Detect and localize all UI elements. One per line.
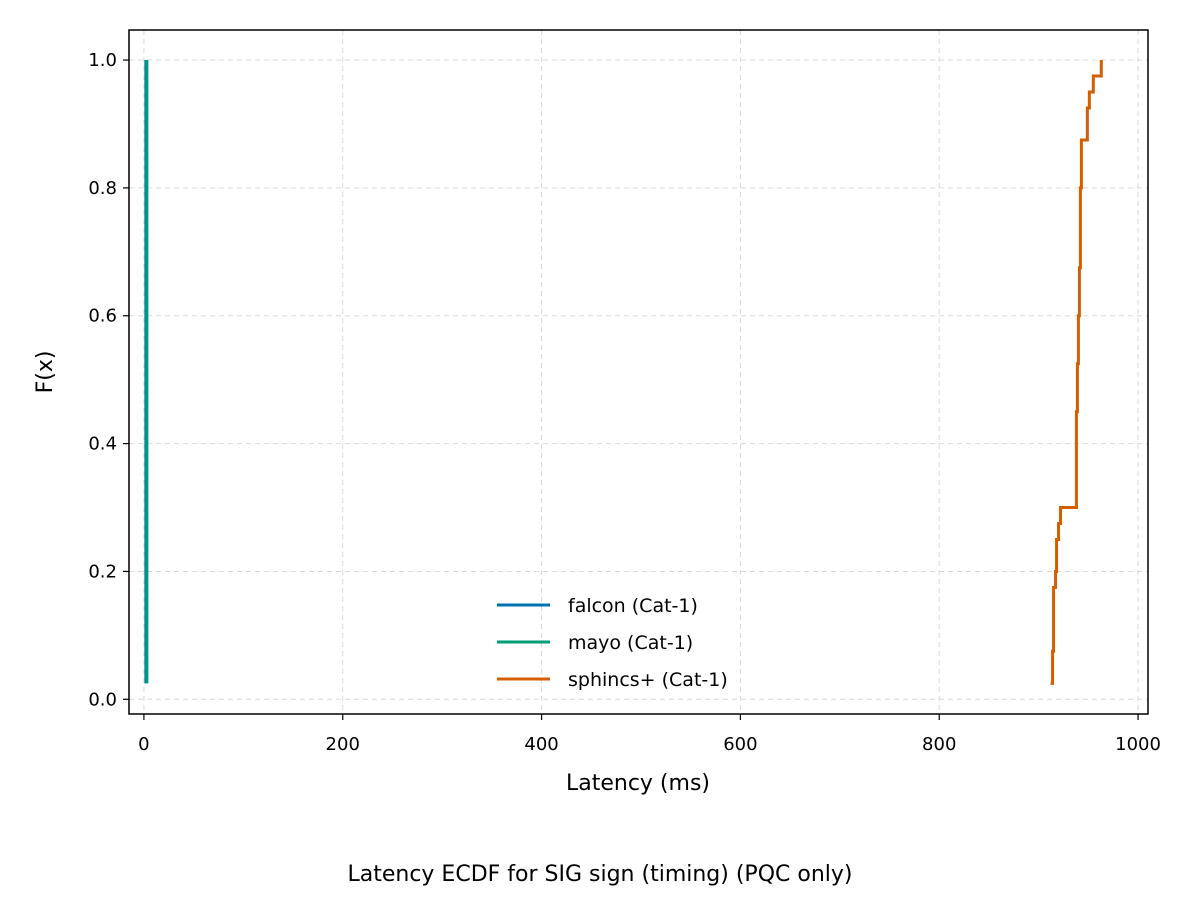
x-axis-label: Latency (ms): [566, 771, 710, 796]
x-tick-label: 400: [524, 734, 558, 755]
chart-title: Latency ECDF for SIG sign (timing) (PQC …: [347, 862, 853, 887]
x-tick-label: 600: [723, 734, 757, 755]
x-tick-label: 200: [326, 734, 360, 755]
series-line-2: [1050, 60, 1103, 685]
plot-frame: [128, 29, 1149, 715]
y-tick-label: 0.6: [88, 306, 117, 327]
legend-label: mayo (Cat-1): [568, 632, 693, 654]
grid-lines: [129, 30, 1148, 714]
x-tick-label: 0: [138, 734, 149, 755]
x-tick-label: 1000: [1115, 734, 1161, 755]
ecdf-chart: 0 200 400 600 800 1000 0.0 0.2 0.4 0.6 0.8 1.0 Late…: [33, 29, 1161, 796]
y-axis-label: F(x): [33, 351, 58, 394]
legend-label: falcon (Cat-1): [568, 595, 698, 617]
y-tick-label: 0.4: [88, 434, 117, 455]
legend-label: sphincs+ (Cat-1): [568, 669, 728, 691]
y-tick-label: 0.2: [88, 561, 117, 582]
legend: falcon (Cat-1) mayo (Cat-1) sphincs+ (Cat-…: [497, 595, 728, 691]
y-tick-label: 1.0: [88, 50, 117, 71]
y-tick-label: 0.0: [88, 689, 117, 710]
series-lines: [144, 60, 1103, 685]
x-tick-label: 800: [922, 734, 956, 755]
y-tick-label: 0.8: [88, 178, 117, 199]
axis-ticks: 0 200 400 600 800 1000 0.0 0.2 0.4 0.6 0.8 1.0: [88, 50, 1161, 755]
